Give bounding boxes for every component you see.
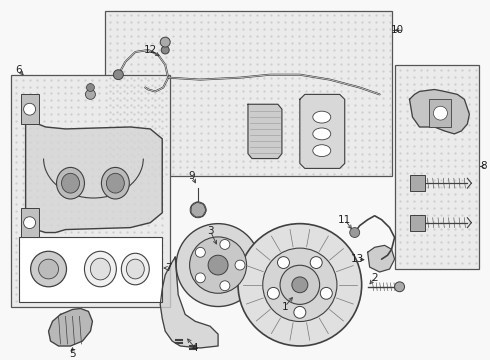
Text: 3: 3 bbox=[207, 226, 214, 235]
Bar bbox=[21, 94, 39, 124]
Polygon shape bbox=[410, 90, 469, 134]
Circle shape bbox=[190, 237, 246, 293]
Text: 10: 10 bbox=[391, 25, 404, 35]
Ellipse shape bbox=[313, 145, 331, 157]
Text: 1: 1 bbox=[282, 302, 288, 311]
Polygon shape bbox=[160, 257, 218, 348]
Ellipse shape bbox=[126, 259, 144, 279]
Circle shape bbox=[294, 306, 306, 318]
Bar bbox=[11, 75, 170, 306]
Circle shape bbox=[235, 260, 245, 270]
Circle shape bbox=[292, 277, 308, 293]
Text: 4: 4 bbox=[192, 343, 198, 353]
Ellipse shape bbox=[101, 167, 129, 199]
Ellipse shape bbox=[84, 251, 116, 287]
Circle shape bbox=[277, 257, 290, 269]
Text: 12: 12 bbox=[144, 45, 157, 55]
Circle shape bbox=[113, 70, 123, 80]
Text: 13: 13 bbox=[351, 254, 364, 264]
Bar bbox=[410, 215, 425, 230]
Circle shape bbox=[196, 247, 205, 257]
Circle shape bbox=[350, 228, 360, 238]
Circle shape bbox=[30, 251, 67, 287]
Text: 9: 9 bbox=[189, 171, 196, 181]
Polygon shape bbox=[248, 104, 282, 158]
Bar bbox=[19, 238, 162, 302]
Text: 8: 8 bbox=[480, 161, 487, 171]
Polygon shape bbox=[300, 94, 345, 168]
Circle shape bbox=[196, 273, 205, 283]
Text: 7: 7 bbox=[165, 263, 172, 273]
Circle shape bbox=[394, 282, 405, 292]
Circle shape bbox=[220, 281, 230, 291]
Bar bbox=[394, 65, 479, 269]
Text: 6: 6 bbox=[15, 65, 22, 75]
Circle shape bbox=[86, 84, 95, 91]
Ellipse shape bbox=[56, 167, 84, 199]
Circle shape bbox=[220, 239, 230, 249]
Circle shape bbox=[160, 37, 170, 47]
Circle shape bbox=[39, 259, 58, 279]
Circle shape bbox=[190, 202, 206, 218]
Ellipse shape bbox=[122, 253, 149, 285]
Circle shape bbox=[280, 265, 319, 305]
Ellipse shape bbox=[313, 111, 331, 123]
Bar bbox=[410, 175, 425, 191]
Circle shape bbox=[320, 287, 332, 299]
Polygon shape bbox=[25, 99, 162, 233]
Ellipse shape bbox=[91, 258, 110, 280]
Circle shape bbox=[208, 255, 228, 275]
Ellipse shape bbox=[106, 173, 124, 193]
Bar bbox=[429, 99, 451, 127]
Circle shape bbox=[24, 103, 36, 115]
Circle shape bbox=[310, 257, 322, 269]
Bar bbox=[105, 10, 392, 176]
Ellipse shape bbox=[313, 128, 331, 140]
Ellipse shape bbox=[62, 173, 79, 193]
Polygon shape bbox=[49, 309, 93, 346]
Circle shape bbox=[24, 217, 36, 229]
Circle shape bbox=[161, 46, 169, 54]
Polygon shape bbox=[368, 246, 394, 272]
Bar bbox=[21, 208, 39, 238]
Text: 5: 5 bbox=[69, 349, 76, 359]
Circle shape bbox=[238, 224, 362, 346]
Circle shape bbox=[176, 224, 260, 306]
Circle shape bbox=[85, 90, 96, 99]
Text: 11: 11 bbox=[338, 215, 351, 225]
Text: 2: 2 bbox=[371, 273, 378, 283]
Circle shape bbox=[268, 287, 279, 299]
Circle shape bbox=[434, 106, 447, 120]
Circle shape bbox=[263, 248, 337, 321]
